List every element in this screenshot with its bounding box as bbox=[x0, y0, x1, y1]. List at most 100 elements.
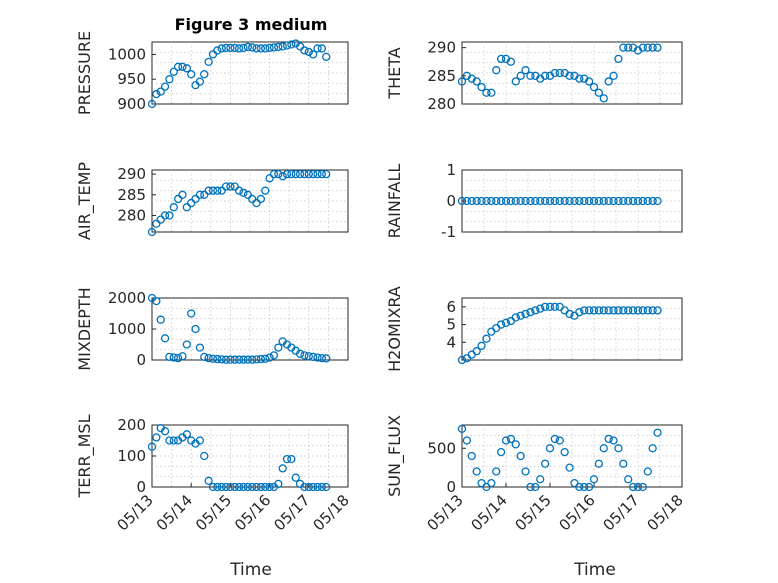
data-point bbox=[580, 196, 589, 206]
data-point bbox=[565, 309, 574, 319]
data-point bbox=[516, 311, 525, 320]
data-point bbox=[226, 355, 235, 364]
data-point bbox=[614, 196, 623, 206]
x-tick-label: 05/15 bbox=[192, 491, 235, 534]
data-point bbox=[457, 196, 467, 206]
data-point bbox=[496, 54, 506, 64]
data-point bbox=[300, 351, 309, 360]
data-point bbox=[643, 467, 652, 476]
data-point bbox=[200, 190, 209, 199]
data-point bbox=[243, 482, 252, 492]
data-point bbox=[252, 198, 261, 208]
data-point bbox=[638, 43, 648, 52]
data-point bbox=[221, 43, 231, 53]
data-point bbox=[457, 424, 467, 434]
data-point bbox=[147, 99, 157, 109]
data-point bbox=[594, 196, 604, 206]
data-point bbox=[278, 464, 287, 473]
y-tick-label: -1 bbox=[441, 223, 456, 241]
data-point bbox=[269, 169, 279, 179]
data-point bbox=[604, 306, 613, 315]
data-point bbox=[584, 196, 594, 206]
data-point bbox=[239, 188, 248, 197]
subplot-8: 0 500 05/13 05/14 05/15 05/16 05/17 05/18 SUN_FL… bbox=[385, 415, 687, 534]
data-point bbox=[304, 169, 313, 179]
y-axis-label: H2OMIXRA bbox=[385, 286, 404, 372]
data-point bbox=[282, 169, 292, 179]
data-point bbox=[173, 194, 183, 204]
data-point bbox=[545, 444, 555, 453]
y-axis-label: AIR_TEMP bbox=[75, 162, 95, 240]
data-point bbox=[230, 182, 239, 191]
data-point bbox=[648, 43, 657, 52]
subplot-1: 900 950 1000 PRESSURE bbox=[75, 31, 349, 115]
data-point bbox=[256, 482, 266, 492]
data-point bbox=[472, 467, 481, 476]
subplot-3: 280 285 290 AIR_TEMP bbox=[75, 162, 349, 240]
data-point bbox=[477, 196, 486, 206]
data-point bbox=[501, 318, 511, 327]
data-point bbox=[457, 77, 467, 86]
data-point bbox=[152, 219, 161, 228]
data-point bbox=[182, 430, 191, 439]
data-point bbox=[565, 463, 574, 472]
data-point bbox=[575, 196, 584, 206]
data-point bbox=[633, 196, 643, 206]
data-point bbox=[604, 434, 613, 444]
data-point bbox=[472, 346, 481, 356]
y-axis-label: RAINFALL bbox=[385, 164, 404, 239]
data-point bbox=[300, 46, 309, 55]
data-point bbox=[195, 343, 205, 352]
y-tick-label: 900 bbox=[117, 95, 146, 113]
data-point bbox=[204, 57, 213, 66]
data-point bbox=[191, 324, 200, 334]
data-point bbox=[511, 440, 520, 449]
y-tick-label: 200 bbox=[117, 416, 146, 434]
data-point bbox=[536, 196, 545, 206]
y-tick-label: 285 bbox=[117, 186, 146, 204]
data-point bbox=[156, 315, 165, 324]
data-point bbox=[278, 172, 287, 181]
data-point bbox=[226, 482, 235, 492]
data-point bbox=[147, 227, 157, 237]
data-point bbox=[195, 436, 205, 445]
data-point bbox=[643, 43, 652, 52]
data-point bbox=[540, 302, 550, 312]
subplot-5: 0 1000 2000 MIXDEPTH bbox=[75, 287, 349, 371]
data-point bbox=[248, 194, 257, 204]
data-point bbox=[624, 306, 633, 315]
data-point bbox=[261, 44, 270, 53]
data-point bbox=[204, 353, 213, 363]
data-point bbox=[313, 353, 322, 362]
y-axis-label: TERR_MSL bbox=[75, 414, 95, 498]
data-point bbox=[501, 196, 511, 206]
data-point bbox=[160, 211, 170, 220]
data-point bbox=[628, 196, 638, 206]
y-axis-label: PRESSURE bbox=[75, 31, 94, 115]
x-tick-label: 05/17 bbox=[600, 491, 643, 534]
y-tick-label: 4 bbox=[446, 333, 456, 351]
data-point bbox=[213, 186, 222, 195]
data-point bbox=[540, 196, 550, 206]
data-point bbox=[274, 42, 283, 52]
data-point bbox=[208, 482, 218, 492]
data-point bbox=[226, 43, 235, 53]
subplot-4: -1 0 1 RAINFALL bbox=[385, 161, 683, 241]
data-point bbox=[575, 308, 584, 317]
data-point bbox=[230, 482, 239, 492]
x-tick-label: 05/17 bbox=[270, 491, 313, 534]
data-point bbox=[526, 482, 535, 492]
data-point bbox=[462, 196, 472, 206]
data-point bbox=[252, 355, 261, 364]
data-point bbox=[160, 427, 170, 436]
data-point bbox=[282, 41, 292, 50]
data-point bbox=[526, 196, 535, 206]
data-point bbox=[516, 196, 525, 206]
data-point bbox=[156, 87, 165, 96]
data-point bbox=[322, 52, 331, 62]
data-point bbox=[492, 66, 501, 75]
data-point bbox=[653, 428, 662, 437]
x-axis-label-left: Time bbox=[229, 560, 272, 580]
data-point bbox=[156, 215, 165, 224]
data-point bbox=[160, 82, 170, 91]
